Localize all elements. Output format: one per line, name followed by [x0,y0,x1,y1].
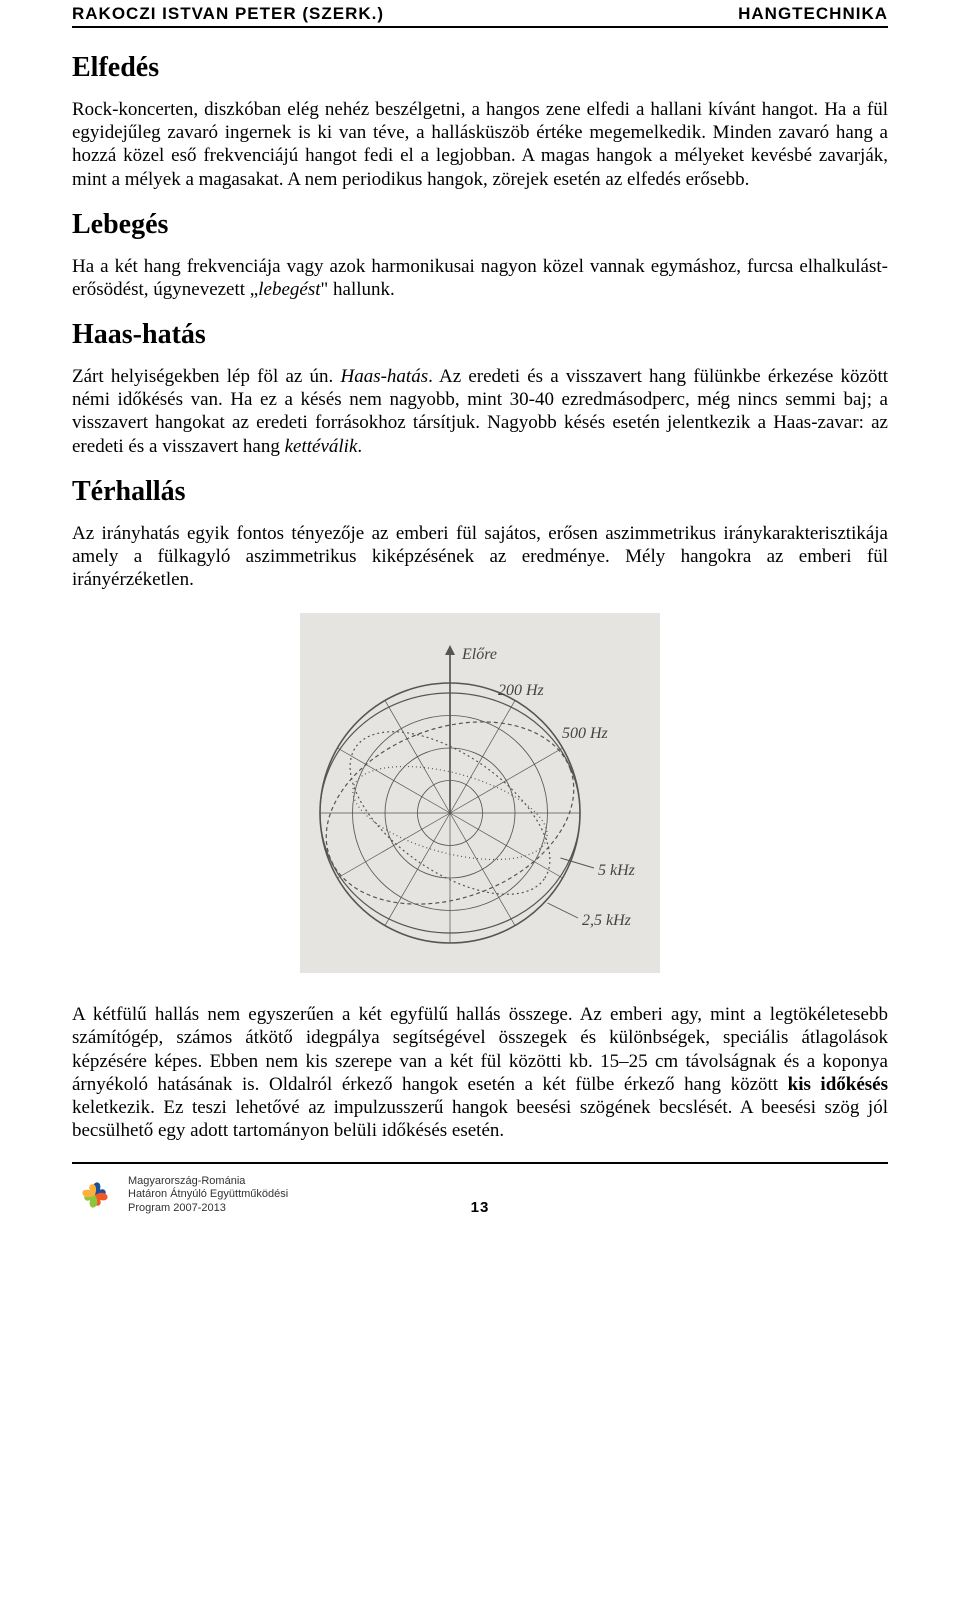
italic-haas: Haas-hatás [340,366,428,387]
text-run: Zárt helyiségekben lép föl az ún. [72,366,340,387]
text-run: A kétfülű hallás nem egyszerűen a két eg… [72,1004,888,1095]
para-terhallas-2: A kétfülű hallás nem egyszerűen a két eg… [72,1003,888,1142]
footer-rule [72,1162,888,1164]
svg-text:2,5 kHz: 2,5 kHz [582,912,632,929]
svg-text:5 kHz: 5 kHz [598,862,636,879]
text-run: Ha a két hang frekvenciája vagy azok har… [72,256,888,300]
footer-line3: Program 2007-2013 [128,1202,288,1216]
header-author: RAKOCZI ISTVAN PETER (SZERK.) [72,4,384,24]
text-run: " hallunk. [321,279,395,300]
text-run: . [357,436,362,457]
footer-logo-block: Magyarország-Románia Határon Átnyúló Egy… [72,1172,288,1218]
page-header: RAKOCZI ISTVAN PETER (SZERK.) HANGTECHNI… [72,0,888,28]
bold-kis-idokeses: kis időkésés [788,1074,888,1095]
program-logo-icon [72,1172,118,1218]
heading-terhallas: Térhallás [72,476,888,508]
page-footer: Magyarország-Románia Határon Átnyúló Egy… [72,1172,888,1228]
heading-elfedes: Elfedés [72,52,888,84]
footer-line2: Határon Átnyúló Együttműködési [128,1188,288,1202]
polar-diagram-figure: Előre 200 Hz 500 Hz 5 kHz 2,5 kHz [72,613,888,973]
svg-text:200 Hz: 200 Hz [498,682,545,699]
svg-text:500 Hz: 500 Hz [562,725,609,742]
footer-line1: Magyarország-Románia [128,1175,288,1189]
heading-haas: Haas-hatás [72,319,888,351]
svg-text:Előre: Előre [461,646,497,663]
polar-diagram-svg: Előre 200 Hz 500 Hz 5 kHz 2,5 kHz [300,613,660,973]
footer-program-text: Magyarország-Románia Határon Átnyúló Egy… [128,1175,288,1216]
para-haas-1: Zárt helyiségekben lép föl az ún. Haas-h… [72,365,888,458]
italic-lebegest: lebegést [258,279,320,300]
para-lebeges-1: Ha a két hang frekvenciája vagy azok har… [72,255,888,301]
page-number: 13 [471,1199,490,1216]
header-title: HANGTECHNIKA [738,4,888,24]
italic-kettevalik: kettéválik [285,436,358,457]
para-elfedes-1: Rock-koncerten, diszkóban elég nehéz bes… [72,98,888,191]
para-terhallas-1: Az irányhatás egyik fontos tényezője az … [72,522,888,592]
heading-lebeges: Lebegés [72,209,888,241]
text-run: keletkezik. Ez teszi lehetővé az impulzu… [72,1097,888,1141]
